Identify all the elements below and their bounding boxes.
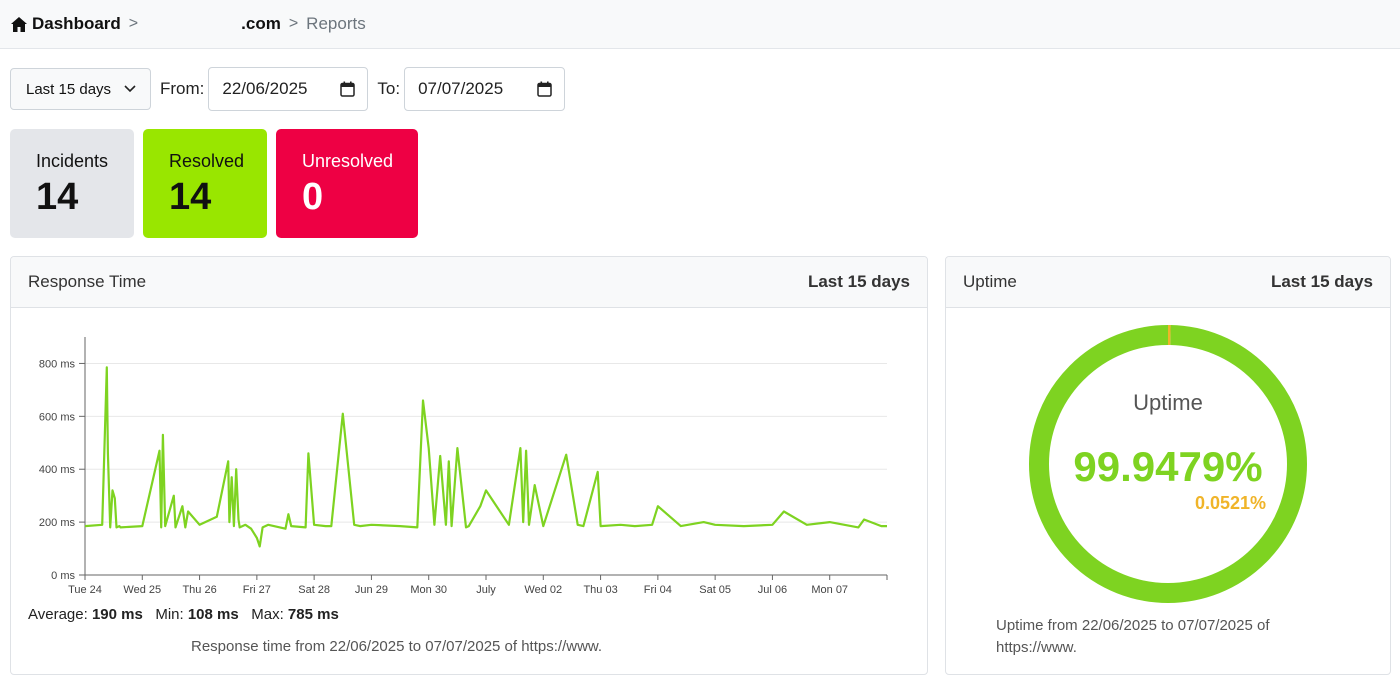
x-tick-label: Sat 05 [699,584,731,596]
average-value: 190 ms [91,606,143,623]
x-tick-label: Fri 04 [644,584,672,596]
average-label: Average: [28,606,88,623]
y-tick-label: 600 ms [39,411,76,423]
response-time-line [84,366,887,548]
breadcrumb-home-label: Dashboard [32,14,121,33]
x-tick-label: Wed 02 [524,584,562,596]
x-tick-label: July [476,584,496,596]
resolved-card[interactable]: Resolved 14 [143,129,267,238]
incidents-label: Incidents [36,151,109,171]
max-value: 785 ms [287,606,339,623]
y-tick-label: 0 ms [51,570,75,582]
x-tick-label: Sat 28 [298,584,330,596]
y-tick-label: 400 ms [39,464,76,476]
to-date-input[interactable]: 07/07/2025 [404,67,566,111]
home-icon [11,16,27,32]
x-tick-label: Thu 03 [583,584,617,596]
uptime-caption: Uptime from 22/06/2025 to 07/07/2025 of … [996,617,1270,656]
uptime-panel: Uptime Last 15 days Uptime 99.9479% 0.05… [945,256,1391,675]
min-label: Min: [155,606,184,623]
x-tick-label: Mon 30 [410,584,447,596]
breadcrumb: Dashboard > .com > Reports [0,0,1400,49]
uptime-range: Last 15 days [1270,272,1373,291]
resolved-count: 14 [169,176,212,218]
to-date-value: 07/07/2025 [418,79,504,98]
calendar-icon[interactable] [340,81,356,97]
response-time-caption: Response time from 22/06/2025 to 07/07/2… [191,638,603,655]
resolved-label: Resolved [169,151,245,171]
uptime-donut-chart: Uptime 99.9479% 0.0521% [1029,325,1307,603]
x-tick-label: Mon 07 [811,584,848,596]
date-range-dropdown[interactable]: Last 15 days [10,68,151,110]
min-value: 108 ms [187,606,239,623]
x-tick-label: Thu 26 [182,584,216,596]
date-range-label: Last 15 days [26,80,112,98]
uptime-title: Uptime [963,272,1017,291]
x-tick-label: Jun 29 [355,584,388,596]
max-label: Max: [251,606,284,623]
response-time-panel: Response Time Last 15 days 0 ms 200 ms 400… [10,256,928,675]
date-filter-bar: Last 15 days From: 22/06/2025 To: 07/07/… [10,67,566,111]
from-date-value: 22/06/2025 [222,79,308,98]
response-time-chart: 0 ms 200 ms 400 ms 600 ms 800 ms Tue 24 Wed 25… [39,337,888,596]
unresolved-label: Unresolved [302,151,394,171]
uptime-percent: 99.9479% [1073,443,1262,490]
response-time-range: Last 15 days [807,272,910,291]
uptime-header: Uptime Last 15 days [946,257,1390,308]
y-tick-label: 200 ms [39,517,76,529]
incidents-card[interactable]: Incidents 14 [10,129,134,238]
chevron-right-icon: > [128,15,139,32]
unresolved-count: 0 [302,176,324,218]
breadcrumb-home-link[interactable]: Dashboard [11,14,121,34]
to-label: To: [377,79,401,98]
unresolved-card[interactable]: Unresolved 0 [276,129,418,238]
calendar-icon[interactable] [537,81,552,97]
x-tick-label: Fri 27 [243,584,271,596]
chevron-right-icon: > [288,15,299,32]
x-tick-label: Wed 25 [123,584,161,596]
from-date-input[interactable]: 22/06/2025 [208,67,369,111]
x-tick-label: Jul 06 [758,584,787,596]
x-tick-label: Tue 24 [68,584,102,596]
from-label: From: [160,79,205,98]
response-time-header: Response Time Last 15 days [11,257,927,308]
breadcrumb-domain-link[interactable]: .com [241,14,281,33]
downtime-arc [1029,325,1307,603]
downtime-percent: 0.0521% [1195,493,1266,513]
chevron-down-icon [124,85,136,93]
breadcrumb-current: Reports [306,14,366,33]
uptime-center-label: Uptime [1133,390,1203,415]
y-tick-label: 800 ms [39,358,76,370]
response-time-title: Response Time [28,272,147,291]
response-time-stats: Average: 190 ms Min: 108 ms Max: 785 ms [28,606,339,623]
incidents-count: 14 [36,176,79,218]
